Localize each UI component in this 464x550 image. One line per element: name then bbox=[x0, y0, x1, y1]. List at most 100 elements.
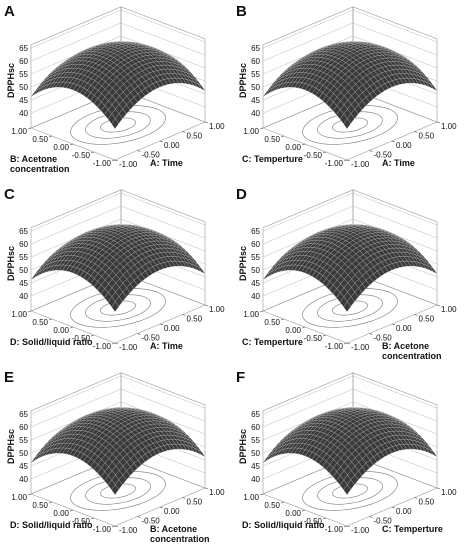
tick-mark bbox=[436, 304, 441, 307]
z-tick-label: 65 bbox=[251, 44, 260, 53]
grid-line bbox=[30, 218, 206, 258]
z-tick-label: 65 bbox=[251, 227, 260, 236]
tick-mark bbox=[204, 304, 209, 307]
grid-line bbox=[262, 22, 438, 62]
u-tick-label: -0.50 bbox=[374, 334, 393, 343]
u-tick-label: 0.50 bbox=[187, 132, 203, 141]
u-tick-label: -0.50 bbox=[142, 151, 161, 160]
z-tick-label: 50 bbox=[251, 449, 260, 458]
u-tick-label: 0.50 bbox=[187, 498, 203, 507]
panel: 404550556065DPPHsc1.000.500.00-0.50-1.00… bbox=[236, 3, 457, 169]
grid-line bbox=[30, 388, 206, 428]
z-tick-label: 45 bbox=[251, 462, 260, 471]
panel-letter: D bbox=[236, 186, 247, 203]
tick-mark bbox=[114, 159, 119, 162]
z-tick-label: 55 bbox=[251, 253, 260, 262]
tick-mark bbox=[90, 151, 95, 154]
v-tick-label: -1.00 bbox=[325, 525, 344, 534]
u-tick-label: -0.50 bbox=[374, 151, 393, 160]
u-tick-label: 1.00 bbox=[441, 488, 457, 497]
z-tick-label: 40 bbox=[19, 292, 28, 301]
tick-mark bbox=[90, 517, 95, 520]
panel: 404550556065DPPHsc1.000.500.00-0.50-1.00… bbox=[236, 186, 457, 361]
panel-letter: B bbox=[236, 3, 247, 20]
u-tick-label: 0.50 bbox=[419, 132, 435, 141]
tick-mark bbox=[204, 487, 209, 490]
z-tick-label: 50 bbox=[19, 449, 28, 458]
grid-line bbox=[30, 22, 206, 62]
u-tick-label: 0.50 bbox=[419, 315, 435, 324]
tick-mark bbox=[301, 143, 306, 146]
u-axis-title: A: Time bbox=[150, 341, 183, 351]
u-tick-label: -1.00 bbox=[351, 160, 370, 169]
tick-mark bbox=[182, 497, 186, 499]
tick-mark bbox=[343, 342, 348, 345]
v-axis-title: D: Solid/liquid ratio bbox=[10, 337, 93, 347]
z-tick-label: 40 bbox=[251, 475, 260, 484]
tick-mark bbox=[204, 121, 209, 124]
tick-mark bbox=[159, 323, 164, 326]
tick-mark bbox=[301, 326, 306, 329]
tick-mark bbox=[343, 525, 348, 528]
tick-mark bbox=[111, 525, 116, 528]
v-tick-label: 1.00 bbox=[11, 493, 27, 502]
tick-mark bbox=[137, 333, 141, 335]
z-tick-label: 60 bbox=[251, 57, 260, 66]
tick-mark bbox=[322, 517, 327, 520]
tick-mark bbox=[346, 342, 351, 345]
surface bbox=[262, 224, 438, 313]
grid-line bbox=[262, 9, 438, 49]
u-tick-label: -1.00 bbox=[351, 343, 370, 352]
z-label: DPPHsc bbox=[6, 429, 16, 464]
tick-mark bbox=[182, 314, 186, 316]
v-axis-title: concentration bbox=[10, 164, 70, 174]
tick-mark bbox=[391, 140, 396, 143]
v-tick-label: 1.00 bbox=[11, 310, 27, 319]
surface-cell bbox=[343, 118, 351, 130]
v-tick-label: -0.50 bbox=[72, 334, 91, 343]
tick-mark bbox=[414, 314, 418, 316]
z-label: DPPHsc bbox=[238, 246, 248, 281]
panel: 404550556065DPPHsc1.000.500.00-0.50-1.00… bbox=[4, 369, 225, 544]
u-tick-label: -0.50 bbox=[374, 517, 393, 526]
v-axis-title: D: Solid/liquid ratio bbox=[10, 520, 93, 530]
v-tick-label: -0.50 bbox=[304, 517, 323, 526]
z-tick-label: 60 bbox=[19, 240, 28, 249]
grid-line bbox=[30, 9, 206, 49]
tick-mark bbox=[322, 334, 327, 337]
v-tick-label: -1.00 bbox=[325, 342, 344, 351]
panel-letter: F bbox=[236, 369, 245, 386]
panel: 404550556065DPPHsc1.000.500.00-0.50-1.00… bbox=[4, 3, 225, 174]
u-tick-label: 0.00 bbox=[396, 507, 412, 516]
z-tick-label: 45 bbox=[251, 279, 260, 288]
u-tick-label: 0.50 bbox=[419, 498, 435, 507]
v-axis-title: D: Solid/liquid ratio bbox=[242, 520, 325, 530]
grid-line bbox=[30, 401, 206, 441]
panel-letter: E bbox=[4, 369, 14, 386]
surface-cell bbox=[343, 484, 351, 496]
z-tick-label: 60 bbox=[19, 423, 28, 432]
u-tick-label: 1.00 bbox=[209, 488, 225, 497]
z-tick-label: 65 bbox=[251, 410, 260, 419]
v-axis-title: B: Acetone bbox=[10, 154, 57, 164]
v-tick-label: -0.50 bbox=[304, 334, 323, 343]
tick-mark bbox=[137, 516, 141, 518]
z-tick-label: 50 bbox=[251, 83, 260, 92]
tick-mark bbox=[391, 506, 396, 509]
tick-mark bbox=[369, 333, 373, 335]
tick-mark bbox=[280, 135, 285, 138]
tick-mark bbox=[280, 501, 285, 504]
u-axis-title: A: Time bbox=[382, 158, 415, 168]
u-tick-label: 0.00 bbox=[164, 324, 180, 333]
z-tick-label: 50 bbox=[251, 266, 260, 275]
z-tick-label: 50 bbox=[19, 266, 28, 275]
z-tick-label: 60 bbox=[251, 423, 260, 432]
grid-line bbox=[262, 35, 438, 75]
tick-mark bbox=[69, 326, 74, 329]
tick-mark bbox=[159, 140, 164, 143]
panel-letter: C bbox=[4, 186, 15, 203]
u-tick-label: 0.00 bbox=[164, 141, 180, 150]
z-tick-label: 55 bbox=[251, 70, 260, 79]
z-label: DPPHsc bbox=[238, 429, 248, 464]
